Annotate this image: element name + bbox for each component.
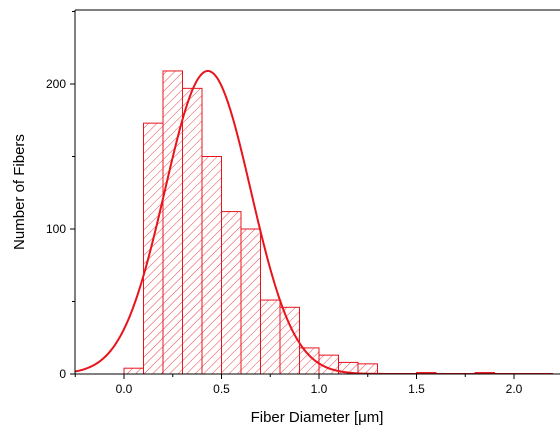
fit-curve — [75, 69, 553, 374]
histogram-bar — [260, 299, 281, 375]
x-tick-label: 1.5 — [408, 382, 425, 396]
x-tick-label: 1.0 — [311, 382, 328, 396]
histogram-bar — [240, 228, 261, 375]
y-axis-title: Number of Fibers — [11, 134, 28, 250]
histogram-bar — [279, 306, 300, 375]
x-tick-label: 0.5 — [213, 382, 230, 396]
histogram-bars — [123, 70, 495, 375]
y-ticks: 0 100 200 — [46, 11, 75, 381]
x-ticks: 0.0 0.5 1.0 1.5 2.0 — [74, 374, 523, 396]
x-tick-label: 0.0 — [116, 382, 133, 396]
x-tick-label: 2.0 — [506, 382, 523, 396]
histogram-bar — [201, 156, 222, 375]
histogram-bar — [182, 87, 203, 375]
histogram-bar — [123, 367, 144, 375]
y-tick-label: 100 — [46, 222, 66, 236]
histogram-bar — [221, 211, 242, 375]
x-axis-title: Fiber Diameter [μm] — [251, 409, 384, 426]
histogram-bar — [162, 70, 183, 375]
gaussian-fit — [75, 69, 553, 374]
y-tick-label: 0 — [59, 367, 66, 381]
histogram-bar — [143, 122, 164, 375]
y-tick-label: 200 — [46, 77, 66, 91]
axes — [74, 9, 560, 375]
